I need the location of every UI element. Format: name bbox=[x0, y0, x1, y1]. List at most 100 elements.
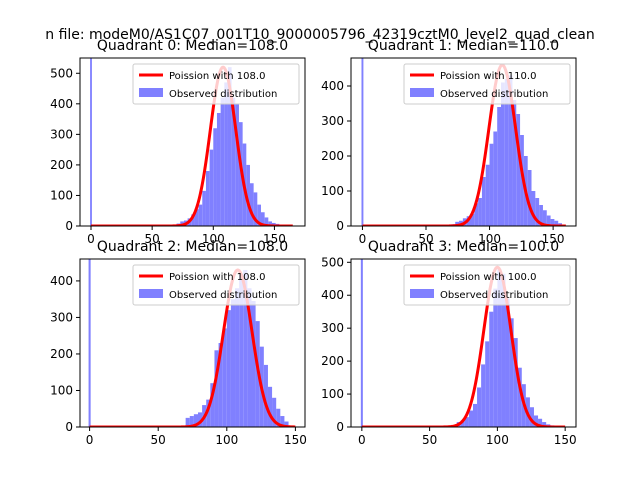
poisson-curve bbox=[361, 265, 566, 427]
figure-suptitle: n file: modeM0/AS1C07_001T10_9000005796_… bbox=[45, 27, 594, 43]
hist-bar bbox=[533, 415, 539, 427]
hist-bar bbox=[251, 301, 256, 427]
hist-bar bbox=[210, 383, 215, 427]
hist-bar bbox=[546, 215, 551, 226]
hist-bar bbox=[197, 412, 203, 427]
y-tick-label: 0 bbox=[65, 420, 73, 434]
y-tick-label: 100 bbox=[50, 188, 73, 202]
spike-bar bbox=[88, 259, 91, 427]
hist-bar bbox=[455, 221, 460, 226]
legend-bar-label: Observed distribution bbox=[169, 290, 277, 301]
legend: Poission with 108.0 Observed distribution bbox=[132, 264, 300, 306]
plot-area bbox=[90, 58, 294, 226]
y-tick-label: 300 bbox=[50, 310, 73, 324]
x-tick-label: 150 bbox=[554, 433, 577, 447]
plot-area bbox=[361, 58, 567, 226]
hist-bar bbox=[517, 367, 522, 427]
legend-bar-swatch bbox=[139, 88, 163, 97]
hist-bar bbox=[535, 198, 540, 226]
hist-bar bbox=[481, 177, 486, 226]
x-tick-label: 100 bbox=[478, 232, 501, 246]
hist-bar bbox=[481, 364, 486, 427]
hist-bar bbox=[512, 100, 517, 226]
poisson-curve bbox=[90, 65, 294, 226]
y-tick-label: 400 bbox=[50, 97, 73, 111]
hist-bar bbox=[554, 220, 559, 226]
hist-bar bbox=[222, 328, 227, 427]
hist-bar bbox=[202, 190, 206, 226]
axes-frame bbox=[350, 258, 577, 428]
hist-bar bbox=[527, 170, 532, 226]
x-tick-label: 50 bbox=[422, 433, 437, 447]
legend-bar-swatch bbox=[410, 289, 434, 298]
hist-bar bbox=[516, 114, 521, 226]
subplot-1: 0 50 100 150 0 100 200 300 400 Quadrant 1: Median… bbox=[321, 38, 577, 246]
hist-bar bbox=[243, 269, 248, 427]
hist-bar bbox=[268, 221, 272, 226]
hist-bar bbox=[257, 204, 261, 226]
hist-bar bbox=[478, 198, 482, 226]
y-tick-label: 100 bbox=[321, 184, 344, 198]
spike-bar bbox=[361, 58, 364, 226]
hist-bar bbox=[224, 82, 228, 226]
hist-bar bbox=[218, 343, 223, 427]
y-tick-label: 100 bbox=[50, 383, 73, 397]
y-tick-label: 300 bbox=[321, 321, 344, 335]
y-tick-label: 100 bbox=[321, 387, 344, 401]
hist-bar bbox=[485, 341, 490, 427]
subplot-2: 0 50 100 150 0 100 200 300 400 Quadrant 2: Median… bbox=[50, 239, 307, 447]
hist-bar bbox=[472, 403, 478, 427]
y-tick-label: 200 bbox=[50, 158, 73, 172]
plot-area bbox=[360, 259, 566, 427]
hist-bar bbox=[477, 387, 482, 427]
hist-bar bbox=[214, 350, 219, 427]
hist-bar bbox=[191, 214, 195, 226]
y-tick-label: 200 bbox=[50, 347, 73, 361]
subplot-title: Quadrant 2: Median=108.0 bbox=[97, 239, 288, 255]
hist-bar bbox=[531, 191, 536, 226]
legend-box bbox=[403, 63, 571, 105]
hist-bar bbox=[468, 410, 473, 427]
hist-bar bbox=[542, 422, 547, 427]
hist-bar bbox=[227, 67, 232, 226]
hist-bar bbox=[529, 407, 534, 427]
hist-bar bbox=[464, 417, 469, 427]
y-tick-label: 500 bbox=[50, 66, 73, 80]
hist-bar bbox=[189, 416, 194, 427]
hist-bar bbox=[280, 416, 285, 427]
hist-bar bbox=[267, 386, 273, 427]
x-tick-label: 50 bbox=[151, 433, 166, 447]
hist-bar bbox=[489, 143, 494, 226]
hist-bar bbox=[538, 418, 543, 427]
hist-bar bbox=[205, 171, 210, 226]
hist-bar bbox=[485, 164, 490, 226]
poisson-curve bbox=[361, 63, 567, 226]
legend-bar-swatch bbox=[410, 88, 434, 97]
hist-bar bbox=[249, 183, 254, 226]
hist-bar bbox=[246, 164, 250, 226]
y-tick-label: 400 bbox=[321, 79, 344, 93]
hist-bar bbox=[253, 192, 258, 226]
x-tick-label: 150 bbox=[263, 232, 286, 246]
y-tick-label: 200 bbox=[321, 149, 344, 163]
hist-bar bbox=[504, 79, 509, 226]
hist-bar bbox=[284, 421, 289, 427]
hist-bar bbox=[276, 408, 281, 427]
y-tick-label: 0 bbox=[336, 420, 344, 434]
y-tick-label: 400 bbox=[321, 288, 344, 302]
hist-bar bbox=[470, 213, 475, 226]
hist-bar bbox=[501, 82, 505, 226]
subplot-title: Quadrant 0: Median=108.0 bbox=[97, 38, 288, 54]
legend-line-label: Poission with 108.0 bbox=[169, 272, 265, 283]
hist-bar bbox=[220, 97, 225, 226]
y-tick-label: 300 bbox=[50, 127, 73, 141]
x-tick-label: 150 bbox=[284, 433, 307, 447]
hist-bar bbox=[493, 131, 498, 226]
y-tick-label: 500 bbox=[321, 255, 344, 269]
hist-bar bbox=[501, 273, 506, 427]
axes-frame bbox=[350, 57, 577, 227]
hist-bar bbox=[264, 217, 269, 226]
x-tick-label: 150 bbox=[542, 232, 565, 246]
hist-bar bbox=[497, 268, 502, 427]
